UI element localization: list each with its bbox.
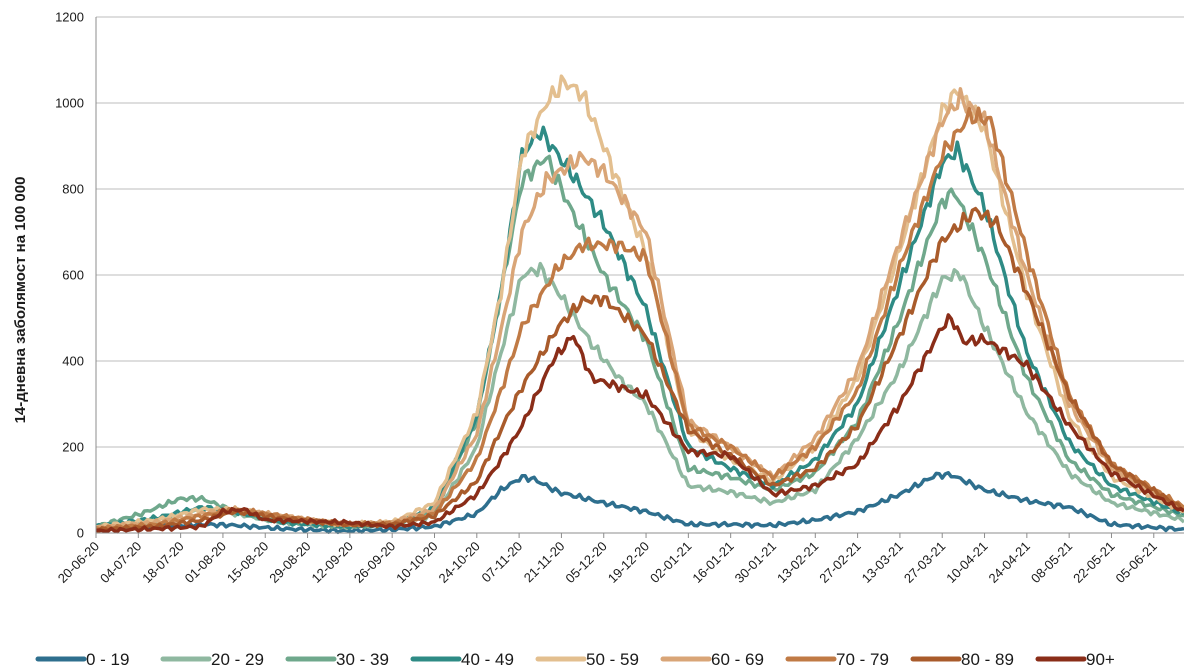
legend-label: 0 - 19	[86, 650, 129, 668]
x-tick-label: 24-10-20	[436, 539, 483, 586]
grid-lines	[96, 16, 1184, 448]
legend-label: 30 - 39	[336, 650, 389, 668]
legend-label: 50 - 59	[586, 650, 639, 668]
x-tick-label: 15-08-20	[224, 539, 271, 586]
series-line	[96, 471, 1184, 535]
x-tick-label: 22-05-21	[1070, 539, 1117, 586]
x-tick-label: 12-09-20	[309, 539, 356, 586]
y-tick-label: 1200	[55, 10, 84, 25]
y-tick-label: 200	[62, 440, 84, 455]
x-tick-label: 02-01-21	[647, 539, 694, 586]
y-tick-label: 1000	[55, 96, 84, 111]
x-tick-label: 27-03-21	[901, 539, 948, 586]
legend-label: 80 - 89	[961, 650, 1014, 668]
x-tick-label: 01-08-20	[182, 539, 229, 586]
legend-label: 60 - 69	[711, 650, 764, 668]
legend-label: 70 - 79	[836, 650, 889, 668]
x-tick-label: 30-01-21	[732, 539, 779, 586]
x-tick-label: 24-04-21	[986, 539, 1033, 586]
x-tick-label: 13-02-21	[774, 539, 821, 586]
x-tick-label: 07-11-20	[479, 539, 526, 586]
x-tick-label: 13-03-21	[859, 539, 906, 586]
x-tick-label: 18-07-20	[139, 539, 186, 586]
x-tick-label: 21-11-20	[521, 539, 568, 586]
x-tick-label: 16-01-21	[689, 539, 736, 586]
y-axis-tick-labels: 0 200 400 600 800 1000 1200	[55, 10, 84, 541]
legend-label: 90+	[1086, 650, 1115, 668]
x-tick-label: 29-08-20	[266, 539, 313, 586]
x-tick-label: 05-06-21	[1112, 539, 1159, 586]
x-tick-label: 10-04-21	[943, 539, 990, 586]
x-tick-label: 10-10-20	[393, 539, 440, 586]
y-tick-label: 400	[62, 354, 84, 369]
series-line	[96, 313, 1184, 534]
legend-label: 40 - 49	[461, 650, 514, 668]
x-tick-label: 08-05-21	[1028, 539, 1075, 586]
legend: 0 - 19 20 - 29 30 - 39 40 - 49 50 - 59 60 - 6…	[35, 650, 1115, 668]
series-lines	[96, 74, 1184, 535]
y-axis-label: 14-дневна заболямост на 100 000	[12, 177, 29, 424]
x-axis-tick-labels: 20-06-2004-07-2018-07-2001-08-2015-08-20…	[55, 539, 1160, 586]
series-line	[96, 154, 1184, 530]
series-line	[96, 87, 1184, 531]
x-tick-label: 20-06-20	[55, 539, 102, 586]
x-tick-label: 04-07-20	[97, 539, 144, 586]
legend-label: 20 - 29	[211, 650, 264, 668]
series-line	[96, 106, 1184, 532]
x-tick-label: 26-09-20	[351, 539, 398, 586]
x-tick-label: 27-02-21	[816, 539, 863, 586]
y-tick-label: 0	[77, 526, 84, 541]
axes	[95, 17, 1184, 538]
x-tick-label: 05-12-20	[562, 539, 609, 586]
x-tick-label: 19-12-20	[605, 539, 652, 586]
y-tick-label: 800	[62, 182, 84, 197]
y-tick-label: 600	[62, 268, 84, 283]
